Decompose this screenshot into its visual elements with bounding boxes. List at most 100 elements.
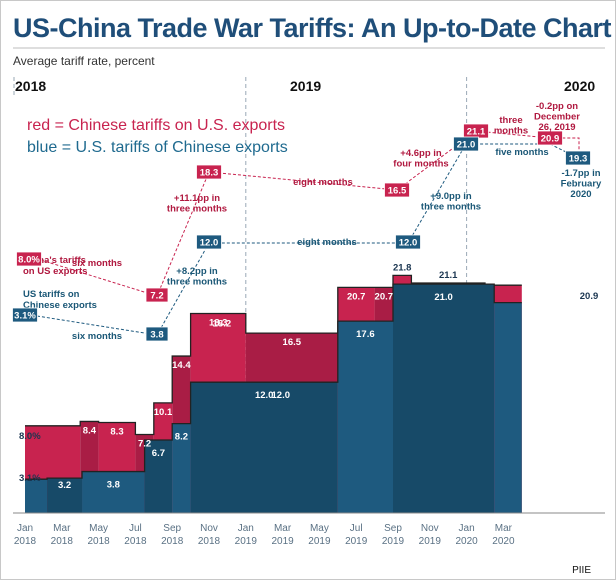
red-step-outline	[25, 274, 522, 436]
x-tick-label: Nov	[200, 523, 218, 534]
blue-annotation-box-label: 21.0	[457, 140, 476, 151]
red-annotation-box-label: 18.3	[200, 168, 219, 179]
red-annotation-note: three	[499, 115, 522, 126]
x-tick-label: 2019	[308, 536, 331, 547]
red-annotation-note: +4.6pp in	[400, 148, 442, 159]
x-tick-label: 2019	[345, 536, 368, 547]
x-tick-label: 2018	[51, 536, 74, 547]
year-label-2019: 2019	[290, 78, 321, 94]
blue-annotation-box	[196, 234, 222, 250]
blue-annotation-box	[453, 136, 479, 152]
series-labels: China's tariffs on US exports US tariffs…	[23, 255, 97, 311]
blue-value-label: 3.2	[58, 480, 71, 491]
x-tick-label: 2019	[382, 536, 405, 547]
blue-annotation-note: 2020	[570, 189, 591, 200]
red-annotation-box-label: 21.1	[467, 127, 486, 138]
blue-value-label: 3.8	[107, 480, 120, 491]
x-tick-label: Jul	[350, 523, 363, 534]
blue-step-bar	[82, 471, 145, 513]
blue-value-label: 8.2	[175, 432, 188, 443]
chart-subtitle: Average tariff rate, percent	[13, 54, 155, 68]
red-annotation-box-label: 8.0%	[18, 255, 40, 266]
red-value-label: 18.3	[209, 318, 228, 329]
red-annotation-note: +11.1pp in	[174, 193, 220, 204]
legend-blue: blue = U.S. tariffs of Chinese exports	[27, 139, 288, 156]
red-value-label: 20.9	[580, 291, 599, 302]
x-tick-label: 2019	[235, 536, 258, 547]
blue-annotation-note: three months	[421, 202, 481, 213]
red-value-label: 18.2	[213, 319, 232, 330]
red-value-label: 14.4	[172, 360, 191, 371]
legend-red: red = Chinese tariffs on U.S. exports	[27, 117, 285, 134]
blue-annotation-note: three months	[167, 277, 227, 288]
blue-annotation-note: +8.2pp in	[176, 266, 218, 277]
red-annotation-note: months	[494, 126, 528, 137]
x-tick-label: Sep	[384, 523, 402, 534]
x-tick-label: May	[310, 523, 329, 534]
year-label-2018: 2018	[15, 78, 46, 94]
x-tick-label: 2018	[124, 536, 147, 547]
red-annotation-box-label: 20.9	[541, 134, 560, 145]
year-label-2020: 2020	[564, 78, 595, 94]
x-tick-label: 2020	[492, 536, 515, 547]
x-tick-label: 2018	[198, 536, 221, 547]
blue-step-bar	[190, 382, 338, 513]
blue-annotation-box-label: 3.1%	[14, 311, 36, 322]
x-tick-label: Nov	[421, 523, 439, 534]
blue-annotation-note: -1.7pp in	[561, 168, 600, 179]
source-label: PIIE	[572, 565, 591, 576]
x-tick-label: 2020	[455, 536, 478, 547]
red-value-label: 8.4	[83, 425, 97, 436]
blue-value-label: 6.7	[152, 448, 165, 459]
blue-step-bar	[47, 478, 83, 513]
x-tick-label: 2018	[161, 536, 184, 547]
red-value-label: 21.8	[393, 262, 412, 273]
x-tick-label: Mar	[495, 523, 513, 534]
red-annotation-box-label: 16.5	[388, 186, 407, 197]
blue-annotation-box	[145, 326, 169, 342]
x-tick-label: 2018	[14, 536, 37, 547]
blue-annotation-note: February	[561, 179, 602, 190]
blue-step-bar	[172, 423, 191, 513]
red-connector	[40, 130, 580, 297]
x-tick-label: Jan	[238, 523, 254, 534]
blue-value-label: 3.1%	[19, 473, 41, 484]
blue-series-steps	[25, 283, 522, 513]
blue-value-label: 12.0	[272, 390, 291, 401]
blue-annotation-note: six months	[72, 331, 122, 342]
red-annotation-note: 26, 2019	[539, 122, 576, 133]
blue-step-bar	[494, 302, 522, 513]
x-tick-label: 2019	[271, 536, 294, 547]
x-axis-ticks: Jan 2018 Mar 2018 May 2018 Jul 2018 Sep 2018 Nov 20…	[14, 523, 515, 547]
red-annotation-box	[16, 251, 42, 267]
x-tick-label: 2018	[87, 536, 110, 547]
x-tick-label: Mar	[274, 523, 292, 534]
x-tick-label: Jan	[17, 523, 33, 534]
x-tick-label: Jul	[129, 523, 142, 534]
blue-annotation-note: five months	[495, 147, 548, 158]
red-value-label: 20.7	[375, 291, 394, 302]
blue-value-label: 17.6	[356, 329, 375, 340]
x-tick-label: Jan	[459, 523, 475, 534]
blue-annotation-note: +9.0pp in	[430, 191, 472, 202]
red-value-label: 10.1	[154, 407, 173, 418]
x-tick-label: Sep	[163, 523, 181, 534]
blue-step-bar	[393, 284, 495, 513]
x-tick-label: 2019	[419, 536, 442, 547]
red-annotation-box-label: 7.2	[150, 291, 163, 302]
red-value-label: 20.7	[347, 291, 366, 302]
red-series-label-line1: China's tariffs	[23, 255, 86, 266]
blue-annotation-box-label: 12.0	[399, 238, 418, 249]
blue-annotation-box	[565, 150, 591, 166]
blue-annotation-note: eight months	[297, 237, 357, 248]
red-annotation-box	[537, 130, 563, 146]
red-annotation-note: three months	[167, 204, 227, 215]
x-tick-label: Mar	[53, 523, 71, 534]
blue-series-label-line1: US tariffs on	[23, 289, 80, 300]
red-value-label: 21.1	[439, 270, 458, 281]
red-annotation-box	[384, 182, 410, 198]
blue-value-label: 19.3	[580, 311, 599, 322]
blue-annotation-box-label: 19.3	[569, 154, 588, 165]
